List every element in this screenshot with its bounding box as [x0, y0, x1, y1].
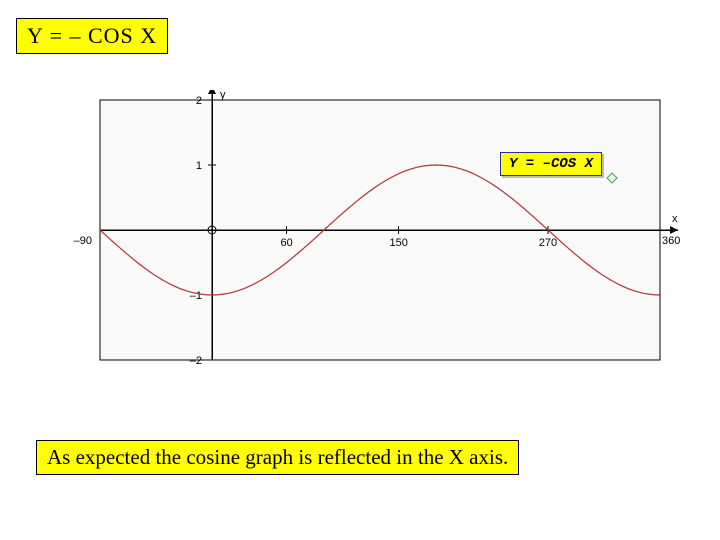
svg-text:150: 150 — [389, 237, 407, 249]
equation-title-text: Y = – COS X — [27, 23, 157, 48]
svg-text:–2: –2 — [190, 355, 202, 367]
svg-text:–90: –90 — [74, 235, 92, 247]
chart-area: xy–2–112–9060150270360 — [40, 90, 680, 390]
slide-root: Y = – COS X xy–2–112–9060150270360 Y = –… — [0, 0, 720, 540]
svg-text:2: 2 — [196, 95, 202, 107]
svg-text:60: 60 — [281, 237, 293, 249]
chart-svg: xy–2–112–9060150270360 — [40, 90, 680, 390]
svg-text:360: 360 — [662, 235, 680, 247]
curve-legend-text: Y = –COS X — [509, 156, 593, 172]
svg-text:x: x — [672, 213, 678, 225]
caption: As expected the cosine graph is reflecte… — [36, 440, 519, 475]
svg-text:270: 270 — [539, 237, 557, 249]
svg-text:1: 1 — [196, 160, 202, 172]
equation-title: Y = – COS X — [16, 18, 168, 54]
svg-text:y: y — [220, 90, 226, 101]
curve-legend: Y = –COS X — [500, 152, 602, 176]
caption-text: As expected the cosine graph is reflecte… — [47, 445, 508, 469]
